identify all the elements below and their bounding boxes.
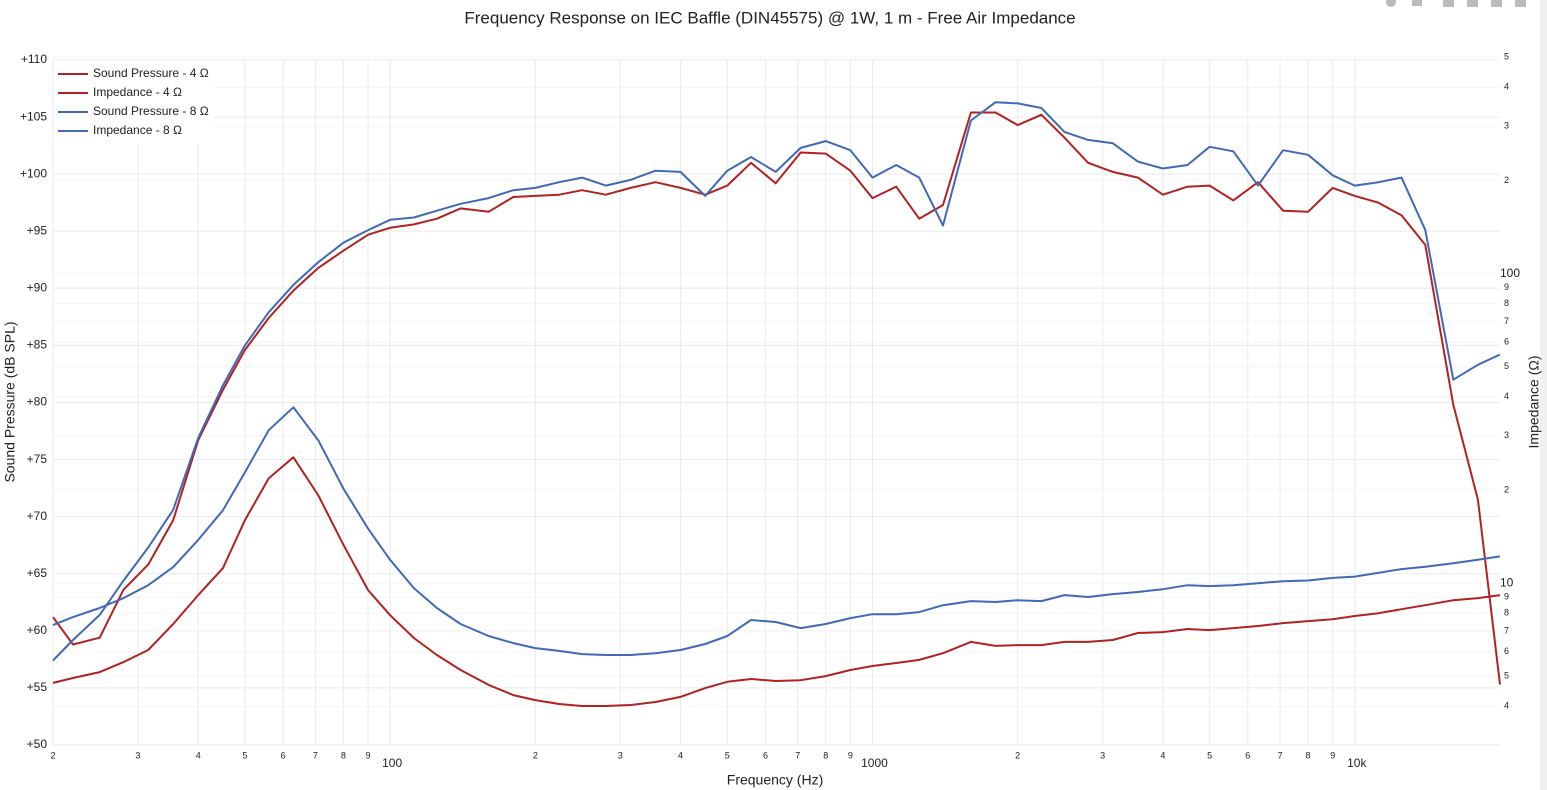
x-tick-label: 3 (1100, 750, 1105, 760)
y2-tick-label: 5 (1504, 671, 1509, 681)
x-axis-title: Frequency (Hz) (727, 772, 823, 788)
y-tick-label: +100 (20, 166, 47, 180)
x-tick-label: 4 (678, 750, 683, 760)
reset-icon[interactable] (1515, 0, 1526, 7)
x-tick-label: 1000 (861, 756, 888, 770)
series-line (52, 456, 1501, 707)
chart-title: Frequency Response on IEC Baffle (DIN455… (464, 8, 1075, 27)
y2-tick-label: 100 (1500, 266, 1520, 280)
legend-label: Sound Pressure - 4 Ω (93, 66, 209, 80)
x-tick-label: 7 (795, 750, 800, 760)
x-tick-label: 9 (366, 750, 371, 760)
legend-label: Impedance - 4 Ω (93, 85, 182, 99)
legend: Sound Pressure - 4 Ω Impedance - 4 Ω Sound… (54, 62, 214, 144)
y2-tick-label: 9 (1504, 282, 1509, 292)
y2-tick-label: 4 (1504, 391, 1509, 401)
y-tick-label: +55 (27, 680, 48, 694)
y2-tick-label: 10 (1500, 575, 1514, 589)
y2-tick-label: 3 (1504, 430, 1509, 440)
y2-tick-label: 4 (1504, 82, 1509, 92)
x-tick-label: 2 (1015, 750, 1020, 760)
x-tick-label: 5 (1207, 750, 1212, 760)
x-tick-label: 4 (196, 750, 201, 760)
scrollbar (1540, 0, 1547, 790)
legend-label: Impedance - 8 Ω (93, 123, 182, 137)
y2-tick-label: 5 (1504, 52, 1509, 62)
x-tick-label: 2 (533, 750, 538, 760)
y-axis-title: Sound Pressure (dB SPL) (2, 321, 18, 482)
y-tick-label: +80 (27, 395, 48, 409)
x-tick-label: 4 (1160, 750, 1165, 760)
x-tick-label: 6 (281, 750, 286, 760)
y-tick-label: +75 (27, 452, 48, 466)
zoom-in-icon[interactable] (1443, 0, 1454, 7)
x-tick-label: 8 (823, 750, 828, 760)
x-tick-label: 100 (382, 756, 402, 770)
x-tick-label: 9 (848, 750, 853, 760)
y2-tick-label: 3 (1504, 120, 1509, 130)
x-tick-label: 5 (242, 750, 247, 760)
series-line (52, 111, 1501, 685)
y-tick-label: +110 (21, 52, 47, 66)
y2-tick-label: 4 (1504, 701, 1509, 711)
y2-tick-label: 6 (1504, 337, 1509, 347)
zoom-icon[interactable] (1386, 0, 1396, 7)
y2-tick-label: 7 (1504, 625, 1509, 635)
x-tick-label: 6 (763, 750, 768, 760)
y-tick-label: +50 (27, 737, 48, 751)
x-tick-label: 3 (135, 750, 140, 760)
x-tick-label: 10k (1347, 756, 1367, 770)
pan-icon[interactable] (1412, 0, 1422, 6)
y2-tick-label: 6 (1504, 646, 1509, 656)
series-line (52, 406, 1501, 656)
toolbar (1386, 0, 1526, 7)
y2-tick-label: 2 (1504, 484, 1509, 494)
y2-tick-label: 5 (1504, 361, 1509, 371)
x-tick-label: 8 (341, 750, 346, 760)
y2-tick-label: 8 (1504, 298, 1509, 308)
y-tick-label: +70 (27, 509, 48, 523)
y-tick-label: +95 (27, 223, 48, 237)
y-tick-label: +60 (27, 623, 48, 637)
y2-tick-label: 7 (1504, 316, 1509, 326)
autoscale-icon[interactable] (1491, 0, 1502, 7)
x-tick-label: 3 (618, 750, 623, 760)
x-tick-label: 2 (50, 750, 55, 760)
x-tick-label: 5 (725, 750, 730, 760)
series-line (52, 101, 1501, 662)
x-tick-label: 7 (313, 750, 318, 760)
x-tick-label: 6 (1245, 750, 1250, 760)
legend-label: Sound Pressure - 8 Ω (93, 104, 209, 118)
x-tick-label: 8 (1306, 750, 1311, 760)
y2-tick-label: 9 (1504, 592, 1509, 602)
x-tick-label: 7 (1278, 750, 1283, 760)
y-tick-label: +105 (20, 109, 47, 123)
y2-tick-label: 2 (1504, 175, 1509, 185)
y-tick-label: +85 (27, 338, 48, 352)
y-tick-label: +65 (27, 566, 48, 580)
y2-tick-label: 8 (1504, 608, 1509, 618)
y2-axis-title: Impedance (Ω) (1526, 356, 1542, 449)
y-tick-label: +90 (27, 281, 48, 295)
zoom-out-icon[interactable] (1467, 0, 1478, 7)
x-tick-label: 9 (1330, 750, 1335, 760)
